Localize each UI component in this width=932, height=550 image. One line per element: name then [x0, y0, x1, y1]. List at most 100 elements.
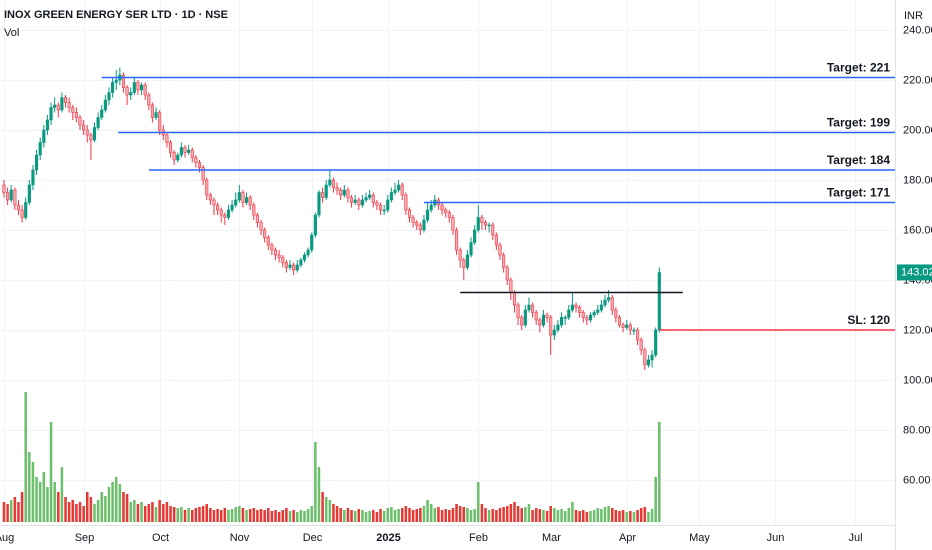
candle-body	[197, 162, 202, 168]
currency-label[interactable]: INR	[904, 10, 923, 22]
candle-body	[165, 134, 169, 143]
volume-bar	[636, 510, 639, 522]
volume-bar	[513, 502, 516, 522]
volume-bar	[567, 508, 571, 522]
candle-body	[2, 184, 6, 193]
volume-bar	[158, 500, 161, 522]
volume-bar	[183, 510, 187, 522]
candle-body	[559, 317, 564, 326]
candle-body	[288, 264, 292, 268]
candle-body	[263, 229, 267, 238]
volume-bar	[368, 511, 371, 522]
volume-bar	[429, 504, 433, 522]
volume-bar	[400, 508, 404, 522]
volume-bar	[277, 512, 281, 522]
candle-body	[132, 82, 136, 93]
volume-bar	[100, 492, 104, 522]
candle-body	[625, 324, 629, 328]
candle-pane	[2, 67, 661, 370]
candle-body	[234, 199, 238, 206]
candle-body	[520, 317, 524, 326]
volume-bar	[386, 508, 390, 522]
volume-bar	[458, 506, 462, 522]
volume-label: Vol	[4, 27, 19, 39]
candle-body	[516, 304, 520, 318]
volume-bar	[321, 492, 324, 522]
candle-body	[418, 224, 422, 231]
candle-body	[205, 179, 209, 196]
candle-body	[111, 82, 115, 93]
candle-body	[212, 199, 216, 206]
x-tick-label: Mar	[542, 532, 561, 544]
candle-body	[20, 209, 24, 218]
candle-body	[183, 147, 187, 153]
candle-body	[103, 99, 107, 111]
candle-body	[27, 184, 31, 203]
volume-bar	[658, 422, 661, 522]
candle-body	[223, 214, 227, 218]
volume-bar	[194, 508, 198, 522]
volume-bar	[227, 510, 230, 522]
level-label: Target: 171	[827, 186, 890, 200]
volume-bar	[498, 508, 502, 522]
candle-body	[368, 194, 372, 198]
candle-body	[154, 112, 158, 118]
volume-bar	[600, 509, 603, 522]
candle-body	[168, 142, 173, 153]
candle-body	[241, 192, 245, 203]
candle-body	[226, 209, 231, 218]
candle-body	[219, 209, 223, 216]
volume-bar	[24, 392, 27, 522]
volume-bar	[96, 500, 100, 522]
candle-body	[360, 199, 364, 206]
volume-bar	[632, 512, 636, 522]
candle-body	[617, 317, 622, 326]
candle-body	[527, 304, 531, 311]
volume-bar	[647, 512, 650, 522]
candle-body	[281, 257, 285, 263]
candle-body	[67, 102, 71, 108]
volume-bar	[67, 502, 71, 522]
candle-body	[465, 254, 469, 268]
volume-bar	[17, 502, 20, 522]
volume-bar	[397, 509, 400, 522]
volume-bar	[82, 506, 85, 522]
x-tick-label: Apr	[619, 532, 636, 544]
candle-body	[31, 169, 35, 186]
candle-body	[335, 187, 339, 191]
candle-body	[614, 309, 618, 318]
volume-bar	[335, 506, 339, 522]
candle-body	[382, 209, 386, 212]
volume-bar	[603, 507, 607, 522]
volume-bar	[129, 502, 132, 522]
candle-body	[230, 204, 234, 211]
volume-bar	[375, 512, 379, 522]
volume-bar	[198, 507, 201, 522]
volume-bar	[317, 467, 321, 522]
volume-bar	[104, 496, 107, 522]
volume-bar	[650, 509, 654, 522]
candle-body	[49, 107, 53, 121]
volume-bar	[585, 512, 589, 522]
volume-bar	[212, 510, 216, 522]
candle-body	[422, 219, 426, 231]
volume-bar	[614, 510, 618, 522]
candle-body	[628, 324, 632, 331]
y-tick-label: 100.00	[903, 374, 932, 386]
volume-bar	[607, 506, 610, 522]
volume-bar	[484, 508, 487, 522]
candle-body	[397, 184, 401, 191]
candle-body	[411, 217, 415, 223]
volume-bar	[201, 506, 205, 522]
grid	[0, 0, 895, 525]
volume-bar	[426, 500, 429, 522]
candle-body	[632, 329, 636, 332]
candle-body	[483, 222, 488, 226]
candle-body	[244, 197, 249, 203]
volume-bar	[549, 506, 552, 522]
y-tick-label: 120.00	[903, 324, 932, 336]
candle-body	[393, 189, 397, 193]
volume-bar	[295, 512, 299, 522]
y-tick-label: 160.00	[903, 224, 932, 236]
volume-bar	[324, 497, 328, 522]
